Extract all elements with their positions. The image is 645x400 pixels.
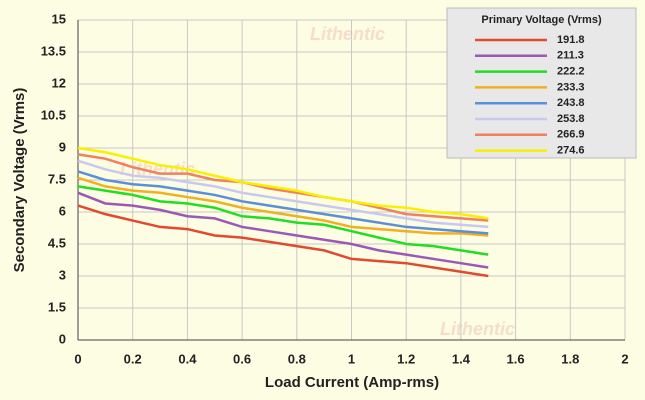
x-tick-label: 0.2 <box>124 351 142 366</box>
legend-label: 266.9 <box>557 129 585 141</box>
x-tick-label: 2 <box>621 351 628 366</box>
x-tick-label: 0.4 <box>178 351 197 366</box>
series-line <box>77 170 489 235</box>
series-line <box>77 191 489 269</box>
legend-label: 191.8 <box>557 34 585 46</box>
y-tick-label: 3 <box>59 267 66 282</box>
legend-label: 233.3 <box>557 81 585 93</box>
y-tick-label: 7.5 <box>48 171 66 186</box>
watermark: Lithentic <box>310 24 385 44</box>
y-tick-label: 4.5 <box>48 235 66 250</box>
series-line <box>77 153 489 222</box>
series-line <box>77 159 489 229</box>
legend-box <box>446 7 637 159</box>
legend-label: 274.6 <box>557 145 585 157</box>
series-line <box>77 146 489 220</box>
x-tick-label: 0 <box>74 351 81 366</box>
legend-label: 211.3 <box>557 50 584 62</box>
y-tick-label: 0 <box>59 331 66 346</box>
x-tick-label: 1.2 <box>397 351 415 366</box>
legend-label: 253.8 <box>557 113 585 125</box>
x-tick-label: 1.8 <box>561 351 579 366</box>
series-line <box>77 176 489 237</box>
legend-label: 222.2 <box>557 66 585 78</box>
x-tick-label: 1.6 <box>507 351 525 366</box>
x-tick-label: 1.4 <box>452 351 471 366</box>
y-tick-label: 13.5 <box>41 43 66 58</box>
y-tick-label: 15 <box>52 11 66 26</box>
y-tick-label: 6 <box>59 203 66 218</box>
y-tick-label: 12 <box>52 75 66 90</box>
x-tick-label: 1 <box>348 351 355 366</box>
x-axis-label: Load Current (Amp-rms) <box>265 374 439 391</box>
legend-title: Primary Voltage (Vrms) <box>481 14 602 26</box>
y-tick-label: 1.5 <box>48 299 66 314</box>
legend-label: 243.8 <box>557 97 585 109</box>
x-tick-label: 0.8 <box>288 351 306 366</box>
series-line <box>77 185 489 256</box>
y-tick-label: 9 <box>59 139 66 154</box>
y-tick-label: 10.5 <box>41 107 66 122</box>
series-line <box>77 204 489 278</box>
x-tick-label: 0.6 <box>233 351 251 366</box>
watermark: Lithentic <box>440 319 515 339</box>
y-axis-label: Secondary Voltage (Vrms) <box>11 88 28 273</box>
